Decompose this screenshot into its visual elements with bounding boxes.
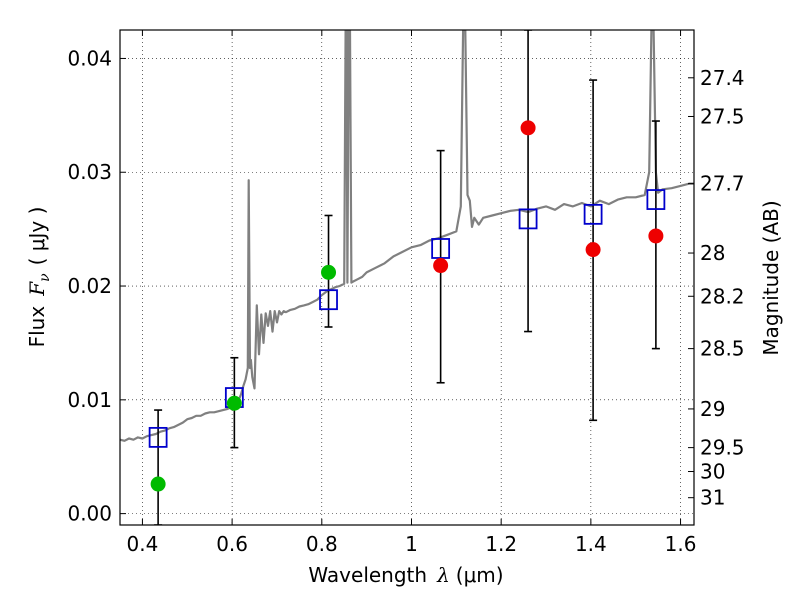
x-tick-label: 0.6 bbox=[216, 532, 248, 556]
x-tick-label: 1.6 bbox=[665, 532, 697, 556]
plot-area bbox=[120, 30, 694, 525]
right-tick-label: 29 bbox=[700, 397, 725, 421]
plot-frame bbox=[119, 29, 695, 526]
x-tick-label: 1.2 bbox=[485, 532, 517, 556]
y-tick-label: 0.03 bbox=[67, 160, 112, 184]
detection-point bbox=[150, 476, 166, 492]
detection-point bbox=[226, 395, 242, 411]
x-axis-label-text: Wavelength bbox=[308, 563, 427, 587]
detection-point bbox=[433, 258, 449, 274]
model-photometry-square bbox=[431, 238, 451, 259]
x-tick-label: 1.4 bbox=[575, 532, 607, 556]
right-axis-label: Magnitude (AB) bbox=[759, 200, 783, 355]
y-tick-label: 0.01 bbox=[67, 388, 112, 412]
model-photometry-square bbox=[583, 203, 603, 225]
right-tick-label: 27.4 bbox=[700, 66, 745, 90]
x-axis-label-unit: (μm) bbox=[456, 563, 504, 587]
detection-point bbox=[321, 264, 337, 280]
detection-point bbox=[585, 242, 601, 258]
x-tick-label: 0.4 bbox=[127, 532, 159, 556]
right-tick-label: 28.5 bbox=[700, 337, 745, 361]
model-photometry-square bbox=[646, 189, 666, 210]
y-axis-label-subscript: ν bbox=[37, 273, 53, 282]
right-tick-label: 29.5 bbox=[700, 436, 745, 460]
right-tick-label: 27.7 bbox=[700, 172, 745, 196]
y-axis-label-text: Flux bbox=[25, 306, 49, 348]
model-photometry-square bbox=[319, 289, 338, 311]
axis-ticks: 0.4 0.6 0.8 1 1.2 1.4 1.6 0.00 0.01 0.02 0.03 0.04 2… bbox=[67, 30, 745, 556]
y-axis-label-symbol: F bbox=[25, 281, 49, 297]
right-tick-label: 30 bbox=[700, 460, 725, 484]
x-axis-label-symbol: λ bbox=[436, 563, 450, 587]
grid-lines bbox=[120, 30, 694, 525]
y-tick-label: 0.02 bbox=[67, 274, 112, 298]
y-axis-label-unit: ( μJy ) bbox=[25, 207, 49, 266]
right-tick-label: 31 bbox=[700, 486, 725, 510]
model-photometry-square bbox=[148, 426, 168, 448]
y-tick-label: 0.04 bbox=[67, 46, 112, 70]
x-tick-label: 0.8 bbox=[306, 532, 338, 556]
model-photometry-square bbox=[518, 208, 538, 230]
detection-point bbox=[520, 120, 536, 136]
x-axis-label: Wavelength λ (μm) bbox=[308, 563, 503, 587]
right-tick-label: 27.5 bbox=[700, 104, 745, 128]
y-axis-label: Flux Fν ( μJy ) bbox=[25, 207, 53, 348]
x-tick-label: 1 bbox=[405, 532, 418, 556]
right-tick-label: 28.2 bbox=[700, 284, 745, 308]
right-tick-label: 28 bbox=[700, 241, 725, 265]
detection-point bbox=[648, 228, 664, 244]
y-tick-label: 0.00 bbox=[67, 502, 112, 526]
